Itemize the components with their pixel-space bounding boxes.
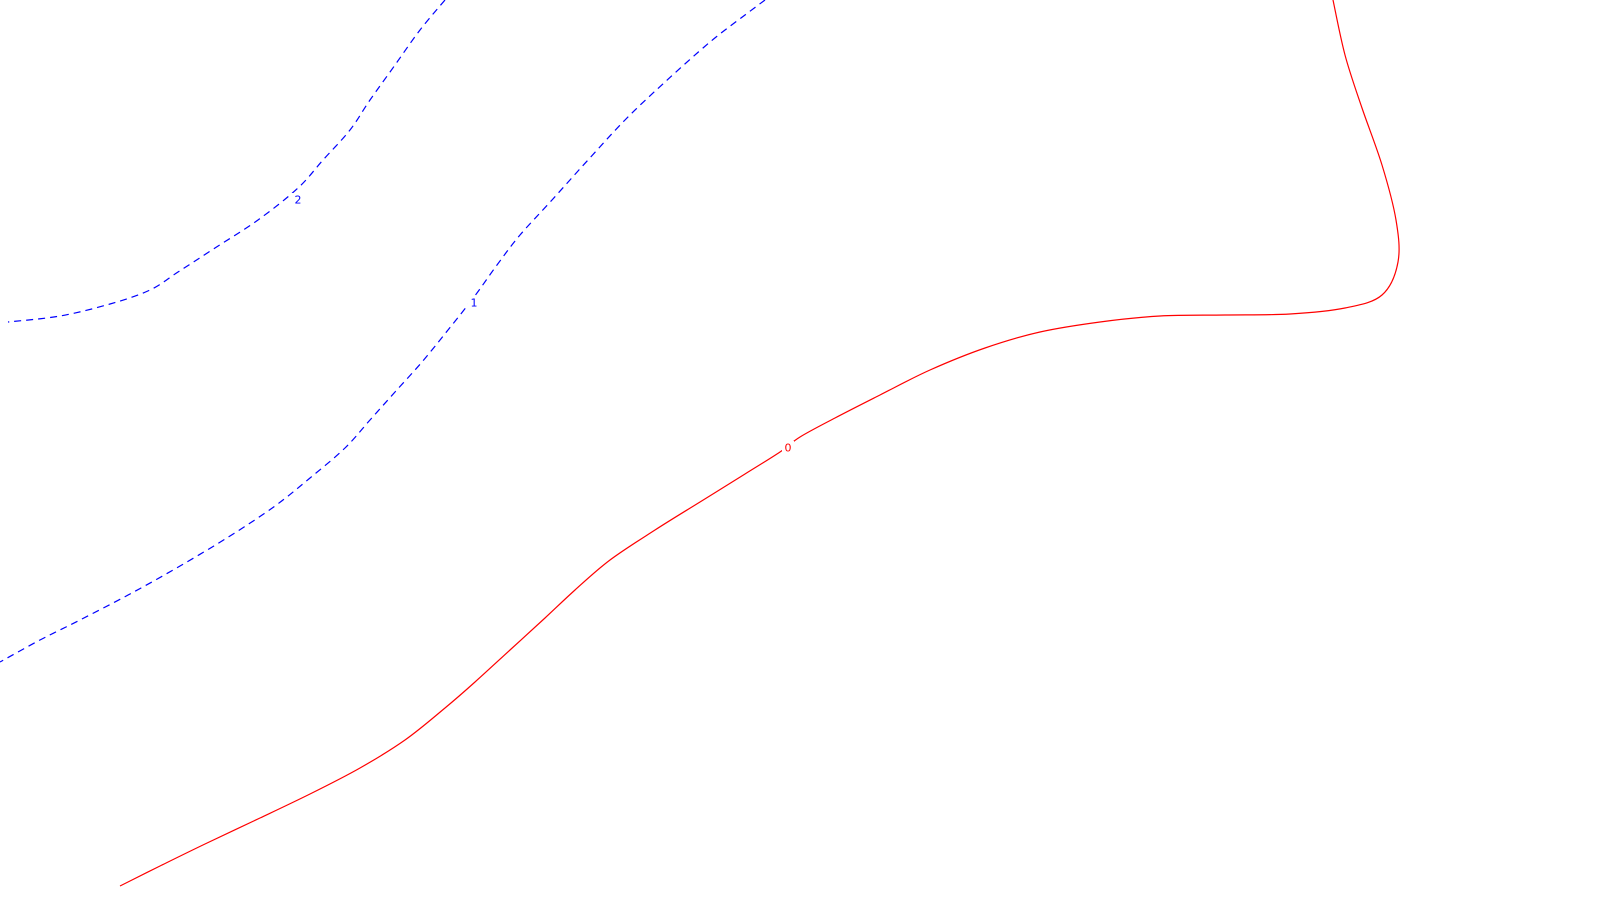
contour-label-0: 0 bbox=[785, 442, 792, 455]
contour-label-background-0 bbox=[782, 441, 794, 454]
contour-label-background-2 bbox=[292, 193, 304, 206]
contour-line-1 bbox=[0, 0, 766, 663]
contour-line-2 bbox=[7, 0, 446, 323]
contour-line-0 bbox=[119, 0, 1400, 887]
contour-label-background-1 bbox=[468, 296, 480, 309]
contour-label-1: 1 bbox=[471, 297, 478, 310]
contour-lines bbox=[0, 0, 1400, 887]
contour-labels: 2 1 0 bbox=[292, 193, 794, 455]
contour-label-2: 2 bbox=[295, 194, 302, 207]
